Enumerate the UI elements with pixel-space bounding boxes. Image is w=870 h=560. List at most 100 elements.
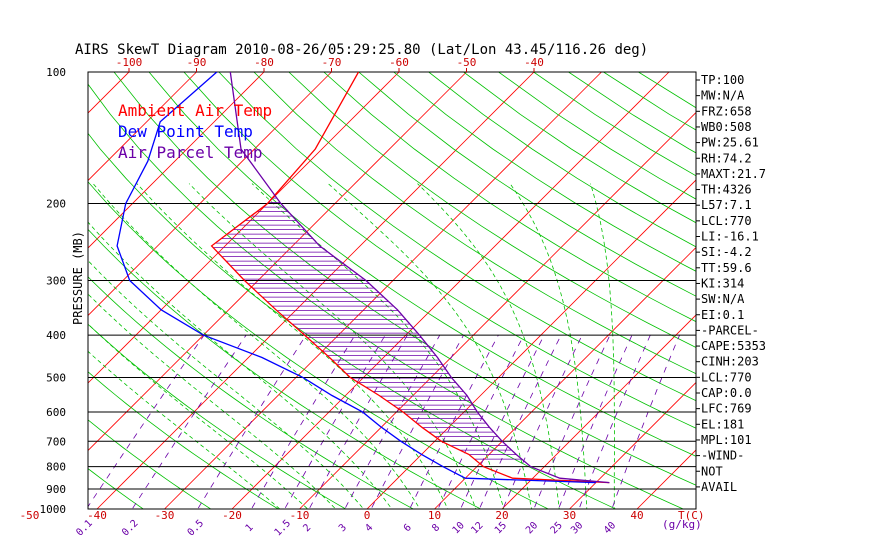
mixing-ratio-line [131,334,247,509]
index-value: SI:-4.2 [701,245,752,259]
pressure-tick-label: 800 [46,461,66,474]
dry-adiabat [323,72,696,323]
bottom-tick-label: -30 [155,509,175,522]
moist-adiabat [509,183,588,509]
bottom-temp-axis: -50 -40 -30 -20 -10 0 10 20 30 40 [20,509,644,522]
moist-adiabat [88,293,337,509]
mixing-ratio-line [437,334,525,509]
mixing-ratio-label: 6 [402,522,414,534]
isotherm [569,381,696,509]
plot-frame [87,71,697,510]
index-value: LCL:770 [701,370,752,384]
top-tick-label: -50 [457,56,477,69]
chart-title: AIRS SkewT Diagram 2010-08-26/05:29:25.8… [75,42,648,58]
mixing-ratio-line [409,334,499,509]
pressure-axis: 100 200 300 400 500 600 700 800 900 1000 [40,66,67,516]
dry-adiabat [183,72,696,429]
dry-adiabat [88,228,482,509]
top-tick-label: -100 [116,56,143,69]
mixing-ratio-line [284,334,386,509]
moist-adiabat [188,183,477,509]
top-tick-label: -60 [389,56,409,69]
bottom-tick-label: 20 [495,509,508,522]
top-tick-label: -90 [187,56,207,69]
index-value: LFC:769 [701,402,752,416]
moist-adiabat [88,260,365,509]
moist-adiabat [327,183,532,509]
index-value: WB0:508 [701,120,752,134]
isotherm [88,72,400,384]
index-value: MW:N/A [701,89,745,103]
profiles [116,72,610,484]
mixing-ratio-label: 8 [430,522,442,534]
mixing-ratio-line [611,334,680,509]
index-value: -WIND- [701,449,744,463]
moist-adiabat [92,183,421,509]
dry-adiabat [88,371,279,509]
bottom-tick-label: 10 [428,509,441,522]
mixing-ratio-line [344,334,441,509]
legend-entry: Air Parcel Temp [118,143,263,162]
moist-adiabat [88,350,281,509]
dry-adiabat [88,419,212,509]
mixing-ratio-label: 3 [337,522,349,534]
mixing-ratio-line [460,334,545,509]
moist-adiabat [590,183,615,509]
dry-adiabat [463,72,696,224]
moist-adiabat [88,221,393,509]
isotherm [231,72,670,509]
index-value: L57:7.1 [701,198,752,212]
isobars [87,71,697,510]
mixing-ratio-line [250,334,356,509]
top-tick-label: -80 [254,56,274,69]
index-value: FRZ:658 [701,104,752,118]
moist-adiabat [88,323,309,509]
index-value: EI:0.1 [701,308,744,322]
pressure-tick-label: 200 [46,198,66,211]
mixing-ratio-line [478,334,562,509]
parcel-temp-line [229,72,610,484]
isotherm [88,72,332,317]
ambient-temp-line [210,72,610,484]
mixing-ratio-line [502,334,583,509]
index-value: AVAIL [701,480,737,494]
index-value: KI:314 [701,276,744,290]
mixing-ratio-label: 30 [569,520,585,536]
pressure-tick-label: 100 [46,66,66,79]
index-value: LCL:770 [701,214,752,228]
mixing-ratio-line [578,334,651,509]
mixing-ratio-label: 10 [451,520,467,536]
dry-adiabat [218,72,696,402]
index-value: MPL:101 [701,433,752,447]
index-value: RH:74.2 [701,151,752,165]
mixing-ratio-line [558,334,633,509]
dry-adiabat [0,72,20,518]
index-value: SW:N/A [701,292,745,306]
pressure-tick-label: 900 [46,483,66,496]
top-tick-label: -70 [322,56,342,69]
legend-entry: Ambient Air Temp [118,101,272,120]
isotherm [434,246,696,509]
pressure-tick-label: 300 [46,275,66,288]
mixing-ratio-label: 15 [493,520,509,536]
mixing-ratio-label: 4 [363,522,375,534]
mixing-ratio-label: 12 [469,520,485,536]
pressure-tick-label: 400 [46,329,66,342]
moist-adiabat [136,183,449,509]
mixing-ratio-line [197,334,307,509]
background-lines [0,72,696,518]
legend-entry: Dew Point Temp [118,122,253,141]
isotherm [88,72,197,182]
dry-adiabat [88,181,550,509]
top-temp-axis: -100 -90 -80 -70 -60 -50 -40 [116,56,544,72]
dry-adiabat [88,468,144,509]
bottom-tick-label: -20 [222,509,242,522]
dew-point-line [116,72,596,484]
pressure-tick-label: 600 [46,406,66,419]
dry-adiabat [358,72,696,297]
isotherm [299,111,696,509]
mixing-ratio-label: 25 [549,520,565,536]
dry-adiabat [88,323,347,509]
